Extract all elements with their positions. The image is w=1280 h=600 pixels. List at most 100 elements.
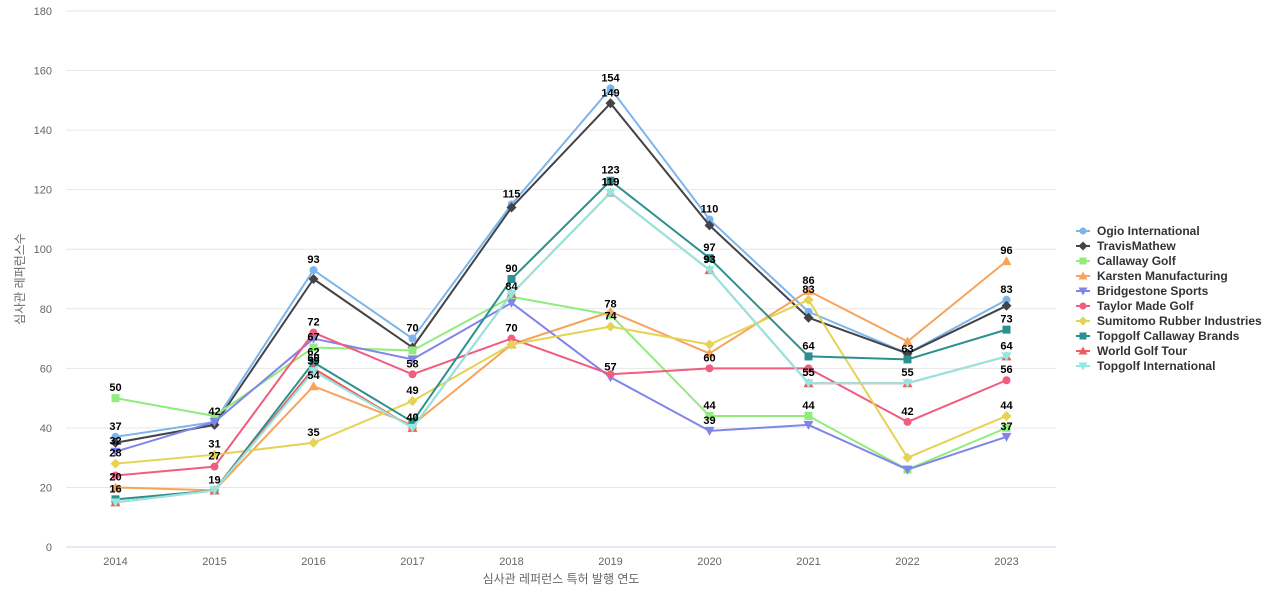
data-label: 44: [802, 400, 815, 412]
x-tick-label: 2020: [697, 556, 721, 568]
data-point: [506, 298, 517, 308]
data-point: [309, 343, 318, 352]
legend-label: Taylor Made Golf: [1097, 299, 1194, 313]
data-label: 97: [703, 242, 715, 254]
data-point: [1001, 432, 1012, 442]
data-point: [407, 396, 418, 407]
data-label: 55: [901, 367, 913, 379]
data-label: 70: [505, 323, 517, 335]
legend-marker-icon: [1079, 227, 1087, 235]
data-point: [605, 188, 616, 198]
data-label: 39: [703, 415, 715, 427]
legend-marker-icon: [1078, 241, 1088, 251]
data-label: 90: [505, 263, 517, 275]
legend-item[interactable]: Sumitomo Rubber Industries: [1076, 314, 1262, 328]
legend-label: Ogio International: [1097, 224, 1200, 238]
legend-item[interactable]: Callaway Golf: [1076, 254, 1177, 268]
data-point: [902, 379, 913, 389]
data-label: 93: [307, 254, 319, 266]
data-point: [704, 266, 715, 276]
data-label: 93: [703, 254, 715, 266]
y-tick-label: 180: [34, 6, 52, 18]
data-point: [309, 358, 318, 367]
legend-item[interactable]: World Golf Tour: [1076, 344, 1188, 358]
data-point: [1001, 256, 1012, 266]
series-line: [115, 298, 1007, 465]
data-label: 84: [505, 281, 518, 293]
legend-marker-icon: [1079, 302, 1087, 310]
x-tick-label: 2017: [400, 556, 424, 568]
series-5: [111, 328, 1011, 480]
y-tick-label: 100: [34, 244, 52, 256]
data-label: 149: [601, 87, 619, 99]
y-tick-label: 160: [34, 66, 52, 78]
legend-label: Topgolf Callaway Brands: [1097, 329, 1240, 343]
data-point: [408, 334, 417, 343]
data-point: [209, 486, 220, 496]
legend-item[interactable]: TravisMathew: [1076, 239, 1176, 253]
data-point: [506, 289, 517, 299]
data-label: 28: [109, 448, 121, 460]
data-label: 74: [604, 311, 617, 323]
data-label: 27: [208, 451, 220, 463]
data-point: [507, 334, 516, 343]
legend-label: World Golf Tour: [1097, 344, 1188, 358]
data-label: 56: [1000, 364, 1012, 376]
data-label: 60: [307, 352, 319, 364]
x-tick-label: 2023: [994, 556, 1018, 568]
y-axis-title: 심사관 레퍼런스수: [13, 233, 27, 325]
series-line: [115, 87, 1007, 438]
legend-marker-icon: [1078, 271, 1088, 280]
legend-label: Sumitomo Rubber Industries: [1097, 314, 1262, 328]
data-label: 115: [503, 189, 521, 201]
data-point: [704, 339, 715, 350]
data-label: 83: [802, 284, 814, 296]
data-point: [209, 449, 220, 460]
legend-label: Callaway Golf: [1097, 254, 1177, 268]
data-point: [408, 417, 417, 426]
data-point: [407, 423, 418, 433]
data-point: [1001, 352, 1012, 362]
y-tick-label: 40: [40, 423, 52, 435]
data-label: 16: [109, 483, 121, 495]
series-line: [115, 102, 1007, 444]
data-point: [606, 370, 615, 379]
legend-item[interactable]: Bridgestone Sports: [1076, 284, 1209, 298]
data-point: [803, 379, 814, 389]
data-point: [1001, 300, 1012, 311]
legend-item[interactable]: Topgolf International: [1076, 359, 1215, 373]
y-tick-label: 20: [40, 482, 52, 494]
data-label: 86: [802, 275, 814, 287]
data-label: 154: [601, 72, 620, 84]
series-line: [115, 331, 1007, 477]
data-point: [1001, 410, 1012, 421]
legend-item[interactable]: Topgolf Callaway Brands: [1076, 329, 1240, 343]
data-point: [1002, 423, 1011, 432]
data-label: 54: [307, 370, 320, 382]
data-point: [309, 266, 318, 275]
data-label: 37: [109, 421, 121, 433]
x-tick-label: 2015: [202, 556, 226, 568]
data-label: 119: [602, 177, 620, 189]
data-point: [309, 328, 318, 337]
legend-marker-icon: [1078, 316, 1088, 326]
data-label: 32: [109, 436, 121, 448]
data-label: 59: [307, 355, 319, 367]
data-point: [308, 367, 319, 377]
legend-item[interactable]: Ogio International: [1076, 224, 1200, 238]
legend-item[interactable]: Taylor Made Golf: [1076, 299, 1194, 313]
data-point: [209, 417, 220, 427]
data-label: 119: [602, 177, 620, 189]
data-label: 70: [406, 323, 418, 335]
data-label: 64: [802, 340, 815, 352]
data-label: 44: [703, 400, 716, 412]
data-label: 72: [307, 317, 319, 329]
series-0: [111, 84, 1011, 441]
data-point: [605, 306, 616, 316]
data-point: [111, 394, 120, 403]
data-point: [705, 254, 714, 263]
legend-item[interactable]: Karsten Manufacturing: [1076, 269, 1228, 283]
data-label: 50: [109, 382, 121, 394]
data-label: 58: [406, 358, 418, 370]
data-point: [506, 202, 517, 213]
